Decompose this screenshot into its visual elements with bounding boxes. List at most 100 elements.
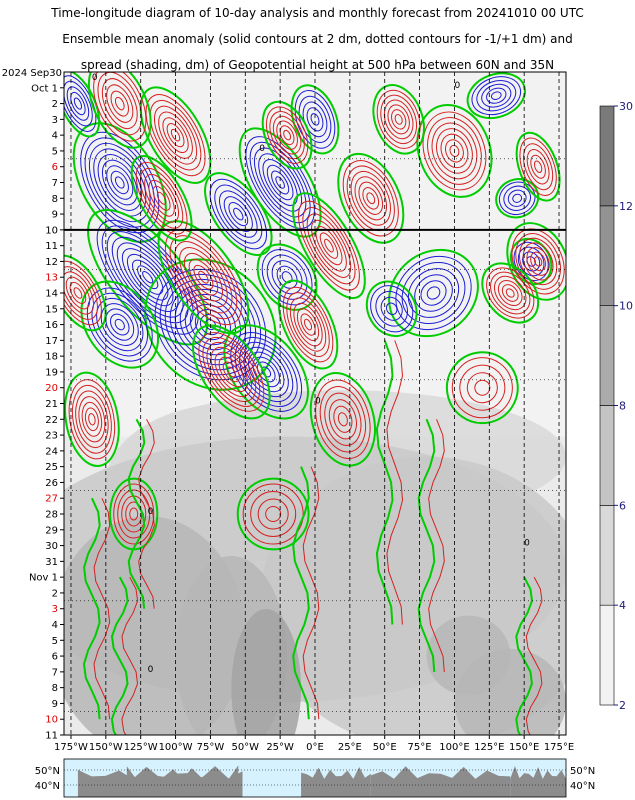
grid-lines <box>64 72 566 735</box>
positive-anomaly-contour <box>328 399 357 440</box>
positive-anomaly-contour <box>436 128 473 174</box>
positive-anomaly-contour <box>164 229 243 326</box>
positive-anomaly-contour <box>300 313 316 336</box>
positive-anomaly-contour <box>265 506 282 522</box>
negative-anomaly-contour <box>253 147 307 218</box>
positive-anomaly-contour <box>170 128 181 142</box>
positive-anomaly-contour <box>138 419 155 609</box>
y-tick-label: 28 <box>45 510 58 521</box>
positive-anomaly-contour <box>530 251 547 272</box>
positive-anomaly-contour <box>101 78 138 130</box>
negative-anomaly-contour <box>507 189 527 207</box>
positive-anomaly-contour <box>64 271 95 315</box>
map-landmass <box>126 765 239 797</box>
zero-contour <box>515 576 534 735</box>
colorbar-label: 30 <box>619 100 633 113</box>
positive-anomaly-contour <box>144 173 180 223</box>
positive-anomaly-contour <box>386 340 404 625</box>
map-latitude-label-right: 50°N <box>570 766 595 777</box>
positive-anomaly-contour <box>431 122 478 180</box>
y-tick-label: 3 <box>52 604 58 615</box>
zero-contour <box>375 340 394 625</box>
x-tick-label: 100°W <box>159 742 193 753</box>
zero-contour <box>506 222 566 301</box>
y-tick-label: 8 <box>52 194 58 205</box>
positive-anomaly-contour <box>113 483 155 545</box>
negative-anomaly-contour <box>114 176 125 189</box>
y-tick-label: 7 <box>52 178 58 189</box>
positive-anomaly-contour <box>174 241 233 314</box>
positive-anomaly-contour <box>505 288 515 298</box>
negative-anomaly-contour <box>70 91 86 116</box>
y-tick-label: 14 <box>45 289 58 300</box>
colorbar-label: 4 <box>619 599 626 612</box>
x-tick-label: 25°E <box>338 742 362 753</box>
map-border <box>63 758 567 798</box>
positive-anomaly-contour <box>117 489 151 539</box>
y-tick-label: 2 <box>52 588 58 599</box>
y-tick-label: 24 <box>45 446 58 457</box>
zero-contour <box>515 131 561 202</box>
negative-anomaly-contour <box>385 302 398 316</box>
positive-anomaly-contour <box>81 401 103 437</box>
positive-anomaly-contour <box>293 302 323 347</box>
positive-anomaly-contour <box>188 258 219 296</box>
y-tick-label: 30 <box>45 541 58 552</box>
negative-anomaly-contour <box>106 231 189 324</box>
negative-anomaly-contour <box>199 314 221 336</box>
positive-anomaly-contour <box>106 84 134 123</box>
y-tick-label: 4 <box>52 620 58 631</box>
y-tick-label: 9 <box>52 699 58 710</box>
negative-anomaly-contour <box>401 262 466 324</box>
negative-anomaly-contour <box>471 76 522 116</box>
zero-contour <box>261 100 313 170</box>
positive-anomaly-contour <box>139 167 184 229</box>
negative-anomaly-contour <box>414 274 453 312</box>
positive-anomaly-contour <box>198 270 209 284</box>
positive-anomaly-contour <box>306 213 352 278</box>
positive-anomaly-contour <box>65 276 91 310</box>
zero-contour <box>110 576 129 735</box>
map-latitude-label-left: 50°N <box>35 766 60 777</box>
x-tick-label: 50°W <box>231 742 259 753</box>
positive-anomaly-contour <box>125 501 143 527</box>
negative-anomaly-contour <box>93 148 147 217</box>
positive-anomaly-contour <box>193 264 214 290</box>
negative-anomaly-contour <box>100 303 139 346</box>
negative-anomaly-contour <box>261 249 313 306</box>
y-tick-label: 3 <box>52 115 58 126</box>
y-tick-label: 21 <box>45 399 58 410</box>
positive-anomaly-contour <box>250 491 297 537</box>
positive-anomaly-contour <box>319 232 339 259</box>
positive-anomaly-contour <box>218 356 245 388</box>
positive-anomaly-contour <box>158 111 193 159</box>
zero-contour <box>223 324 309 420</box>
positive-anomaly-contour <box>394 114 403 125</box>
y-tick-label: 5 <box>52 146 58 157</box>
negative-anomaly-contour <box>476 80 517 112</box>
positive-anomaly-contour <box>84 407 99 432</box>
positive-anomaly-contour <box>210 346 253 398</box>
y-tick-label: 10 <box>45 225 58 236</box>
zero-contour <box>365 280 418 338</box>
negative-anomaly-contour <box>116 242 179 312</box>
negative-anomaly-contour <box>370 285 414 333</box>
positive-anomaly-contour <box>490 271 531 315</box>
positive-anomaly-contour <box>519 137 557 196</box>
y-tick-label: 9 <box>52 210 58 221</box>
negative-anomaly-contour <box>105 308 135 341</box>
positive-anomaly-contour <box>129 507 139 521</box>
zero-contour <box>417 418 436 672</box>
negative-anomaly-contour <box>375 290 408 327</box>
negative-anomaly-contour <box>271 170 290 195</box>
positive-anomaly-contour <box>522 242 554 281</box>
positive-anomaly-contour <box>337 412 348 427</box>
negative-anomaly-contour <box>486 87 507 104</box>
positive-anomaly-contour <box>422 111 487 191</box>
positive-anomaly-contour <box>75 390 109 449</box>
negative-anomaly-contour <box>503 185 532 211</box>
map-latitude-label-right: 40°N <box>570 781 595 792</box>
y-tick-label: 11 <box>45 731 58 742</box>
y-tick-label: 31 <box>45 557 58 568</box>
positive-anomaly-contour <box>69 281 87 305</box>
